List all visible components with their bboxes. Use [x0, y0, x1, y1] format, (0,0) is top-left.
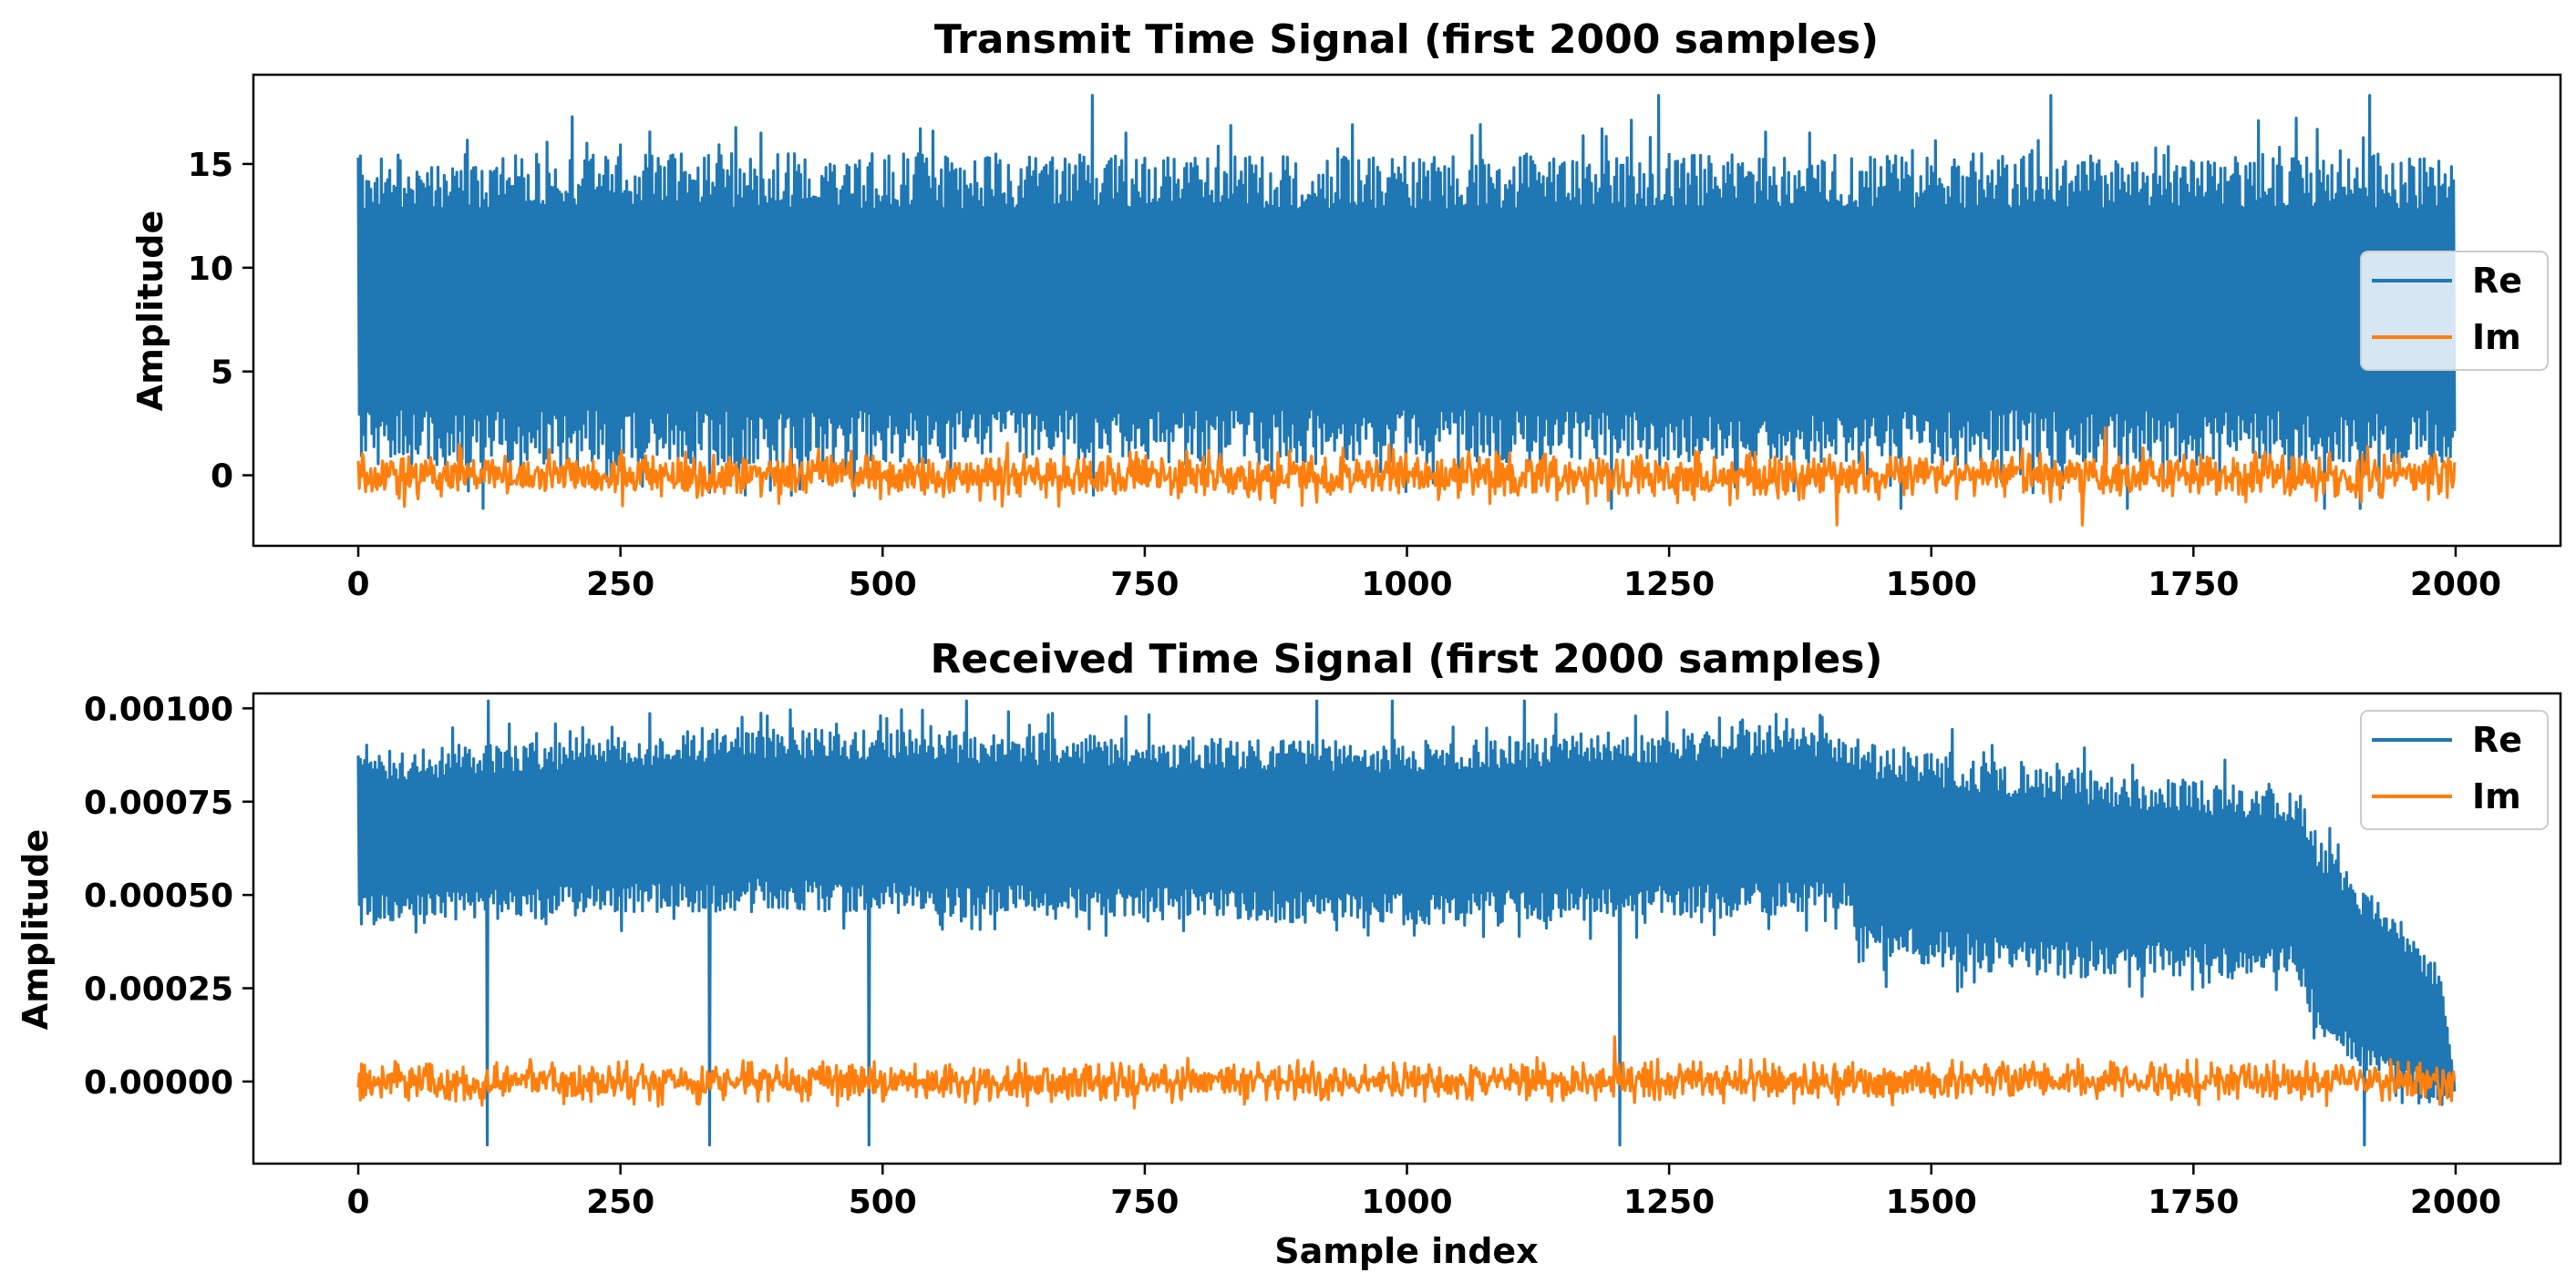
y-tick-label: 10	[188, 251, 233, 288]
legend: Re Im	[2360, 251, 2549, 371]
x-tick-label: 0	[347, 1184, 370, 1221]
x-tick-label: 2000	[2410, 566, 2501, 603]
legend-label-re: Re	[2472, 720, 2522, 760]
y-tick-label: 0.00025	[84, 971, 233, 1009]
y-tick-label: 0	[211, 458, 233, 496]
x-tick-label: 750	[1110, 1184, 1179, 1221]
legend-label-im: Im	[2472, 317, 2521, 357]
legend-label-re: Re	[2472, 261, 2522, 301]
legend-label-im: Im	[2472, 776, 2521, 816]
ticks-layer: 0 250 500 750 1000 1250 1500 1750 2000 0 5 10 15	[188, 147, 2501, 603]
y-tick-label: 0.00075	[84, 785, 233, 822]
x-tick-label: 2000	[2410, 1184, 2501, 1221]
x-tick-label: 250	[586, 566, 654, 603]
series-line-re	[356, 94, 2457, 510]
x-tick-label: 1000	[1361, 566, 1452, 603]
x-tick-label: 1000	[1361, 1184, 1452, 1221]
x-tick-label: 750	[1110, 566, 1179, 603]
y-tick-label: 0.00100	[84, 691, 233, 728]
chart-transmit: Transmit Time Signal (first 2000 samples…	[130, 16, 2562, 603]
x-tick-label: 1250	[1623, 1184, 1715, 1221]
series-layer	[356, 699, 2457, 1147]
y-axis-label: Amplitude	[15, 829, 56, 1030]
y-tick-label: 5	[211, 354, 233, 392]
x-tick-label: 250	[586, 1184, 654, 1221]
x-tick-label: 1500	[1886, 1184, 1977, 1221]
y-tick-label: 0.00000	[84, 1064, 233, 1102]
chart-title: Received Time Signal (first 2000 samples…	[930, 636, 1882, 683]
series-layer	[356, 94, 2457, 527]
plot-frame	[252, 692, 2562, 1165]
x-tick-label: 1750	[2148, 566, 2239, 603]
x-tick-label: 0	[347, 566, 370, 603]
x-tick-label: 500	[849, 1184, 917, 1221]
x-tick-label: 500	[849, 566, 917, 603]
x-tick-label: 1750	[2148, 1184, 2239, 1221]
series-line-im	[356, 1035, 2457, 1110]
chart-title: Transmit Time Signal (first 2000 samples…	[934, 16, 1879, 63]
legend: Re Im	[2360, 710, 2549, 830]
ticks-layer: 0 250 500 750 1000 1250 1500 1750 2000 0.00000 0.0…	[84, 691, 2501, 1221]
series-line-im	[356, 426, 2457, 527]
y-axis-label: Amplitude	[130, 210, 170, 411]
plot-frame	[252, 73, 2562, 548]
series-line-re	[356, 699, 2457, 1147]
x-axis-label: Sample index	[1274, 1231, 1538, 1271]
y-tick-label: 15	[188, 147, 233, 184]
chart-received: Received Time Signal (first 2000 samples…	[15, 636, 2562, 1271]
x-tick-label: 1500	[1886, 566, 1977, 603]
x-tick-label: 1250	[1623, 566, 1715, 603]
y-tick-label: 0.00050	[84, 878, 233, 915]
